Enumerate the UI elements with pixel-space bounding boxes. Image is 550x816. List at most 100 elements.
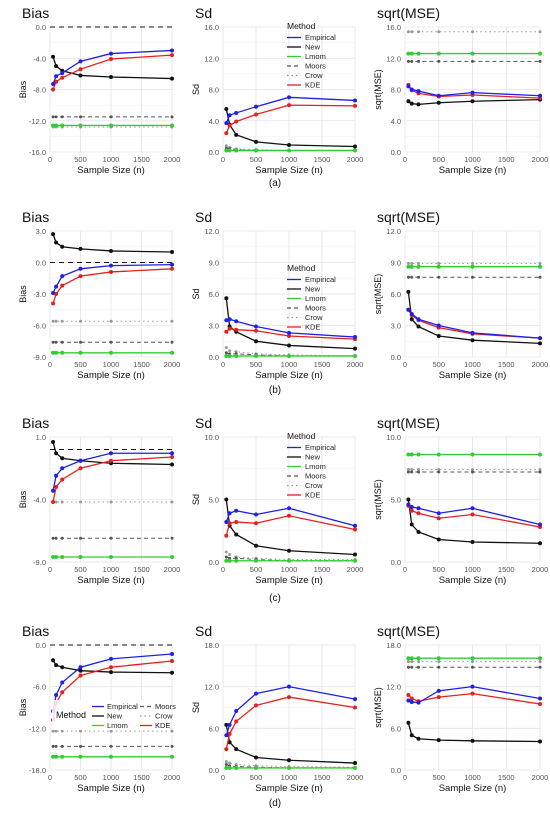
data-point-new [436,100,441,105]
data-point-kde [109,458,113,463]
data-point-empirical [406,698,411,703]
panel-title: sqrt(MSE) [377,415,440,431]
data-point-crow [410,660,414,664]
x-tick-label: 1500 [498,155,515,164]
data-point-lmom [227,765,232,770]
data-point-moors [54,536,58,540]
x-tick-label: 2000 [347,565,364,574]
data-point-kde [78,673,83,678]
data-point-new [170,76,174,81]
x-tick-label: 1000 [103,565,120,574]
series-line-kde [225,696,356,750]
legend-entry: New [107,712,123,721]
data-point-crow [224,760,228,764]
data-point-kde [60,75,65,80]
y-axis-label: Bias [18,285,28,303]
x-tick-label: 0 [403,773,407,782]
data-point-kde [227,521,232,526]
data-point-crow [406,262,410,266]
data-point-empirical [409,699,414,704]
data-point-moors [417,59,420,63]
y-tick-label: -9.0 [33,353,46,362]
series-line-new [225,108,356,148]
data-point-kde [227,731,232,736]
data-point-moors [60,115,64,119]
legend-entry: Moors [305,62,326,71]
data-point-crow [224,550,228,554]
panel-a-2: Sd 0.0 4.0 8.0 12.0 16.0 0 500 1000 1500 2000 Sampl… [191,5,363,176]
data-point-kde [170,53,174,58]
data-point-lmom [224,558,229,563]
data-point-crow [79,500,82,504]
series-line-kde [407,84,541,99]
data-point-lmom [227,353,232,358]
data-point-crow [224,144,228,148]
data-point-new [109,75,113,79]
data-point-moors [51,340,55,344]
legend-entry: New [305,285,321,294]
data-point-crow [60,500,64,504]
data-point-empirical [254,324,258,329]
legend-title: Method [287,431,316,441]
y-axis-label: Bias [18,490,28,508]
y-axis-label: Bias [18,80,28,98]
data-point-new [538,739,542,744]
data-point-crow [417,468,420,471]
y-tick-label: -12.0 [29,724,46,733]
y-tick-label: 6.0 [209,290,219,299]
y-tick-label: -6.0 [33,683,46,692]
data-point-moors [60,340,64,344]
legend-entry: Empirical [305,443,336,452]
data-point-lmom [51,555,56,559]
data-point-empirical [170,451,174,456]
data-point-kde [60,690,65,695]
x-tick-label: 500 [74,155,87,164]
data-point-kde [54,79,59,84]
data-point-empirical [51,82,56,87]
data-point-lmom [60,555,65,559]
series-line-empirical [225,96,356,124]
data-point-empirical [470,684,475,689]
data-point-kde [54,292,59,296]
x-tick-label: 1000 [281,360,298,369]
data-point-lmom [538,656,542,661]
data-point-kde [287,513,291,518]
legend-title: Method [287,263,316,273]
data-point-kde [287,695,291,700]
legend-title: Method [56,710,86,720]
x-tick-label: 1500 [498,360,515,369]
panel-title: Sd [195,415,212,431]
data-point-moors [417,665,420,669]
data-point-lmom [78,123,83,128]
data-point-lmom [254,353,258,358]
data-point-lmom [287,558,291,563]
y-tick-label: 0.0 [391,766,401,775]
data-point-new [170,462,174,467]
data-point-moors [51,115,55,119]
data-point-lmom [170,123,174,128]
data-point-moors [54,744,58,748]
data-point-new [60,456,65,461]
x-tick-label: 2000 [532,360,549,369]
y-tick-label: 3.0 [209,322,219,331]
data-point-kde [224,533,229,538]
legend-entry: KDE [305,81,320,90]
y-tick-label: -8.0 [33,86,46,95]
data-point-empirical [78,266,83,271]
data-point-empirical [54,74,59,79]
data-point-crow [538,30,542,34]
y-tick-label: 0.0 [391,148,401,157]
data-point-kde [224,131,229,136]
panel-b-1: Bias -9.0 -6.0 -3.0 0.0 3.0 0 500 1000 1500 2000 Sa… [18,209,180,381]
data-point-new [470,99,475,104]
x-tick-label: 1000 [103,773,120,782]
y-tick-label: 8.0 [391,86,401,95]
data-point-moors [538,470,542,474]
data-point-lmom [406,264,411,269]
legend-entry: Crow [305,481,323,490]
data-point-lmom [51,123,56,128]
data-point-kde [227,123,232,128]
legend-entry: Lmom [107,721,128,730]
y-tick-label: 0.0 [36,259,46,268]
data-point-new [470,738,475,743]
